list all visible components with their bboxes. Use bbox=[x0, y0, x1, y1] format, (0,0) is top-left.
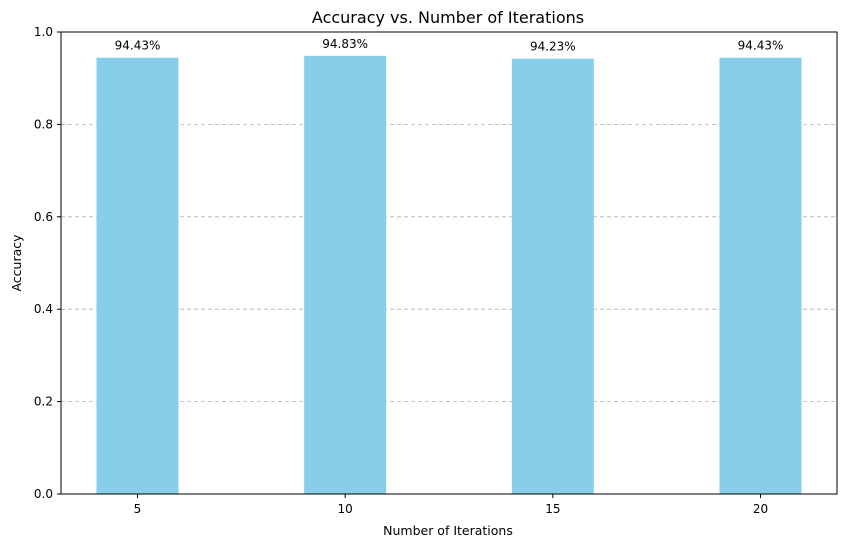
gridlines bbox=[61, 124, 837, 403]
bars bbox=[96, 55, 802, 494]
bar bbox=[719, 57, 802, 494]
bar-value-label: 94.43% bbox=[738, 39, 784, 53]
bar bbox=[96, 57, 179, 494]
y-tick-label: 0.4 bbox=[34, 302, 53, 316]
y-tick-label: 1.0 bbox=[34, 25, 53, 39]
x-axis-ticks: 5 10 15 20 bbox=[134, 494, 768, 516]
x-tick-label: 15 bbox=[545, 502, 560, 516]
x-tick-label: 10 bbox=[338, 502, 353, 516]
y-tick-label: 0.2 bbox=[34, 395, 53, 409]
x-axis-label: Number of Iterations bbox=[383, 523, 513, 538]
y-axis-ticks: 0.0 0.2 0.4 0.6 0.8 1.0 bbox=[34, 25, 61, 501]
y-axis-label: Accuracy bbox=[9, 234, 24, 292]
y-tick-label: 0.6 bbox=[34, 210, 53, 224]
chart-title: Accuracy vs. Number of Iterations bbox=[312, 8, 584, 27]
bar-value-label: 94.43% bbox=[115, 39, 161, 53]
y-tick-label: 0.0 bbox=[34, 487, 53, 501]
bar-value-label: 94.23% bbox=[530, 40, 576, 54]
y-tick-label: 0.8 bbox=[34, 117, 53, 131]
bar bbox=[304, 55, 387, 494]
bar-value-labels: 94.43% 94.83% 94.23% 94.43% bbox=[115, 37, 784, 54]
bar bbox=[511, 58, 594, 494]
x-tick-label: 20 bbox=[753, 502, 768, 516]
plot-frame bbox=[60, 31, 838, 495]
bar-value-label: 94.83% bbox=[322, 37, 368, 51]
x-tick-label: 5 bbox=[134, 502, 142, 516]
